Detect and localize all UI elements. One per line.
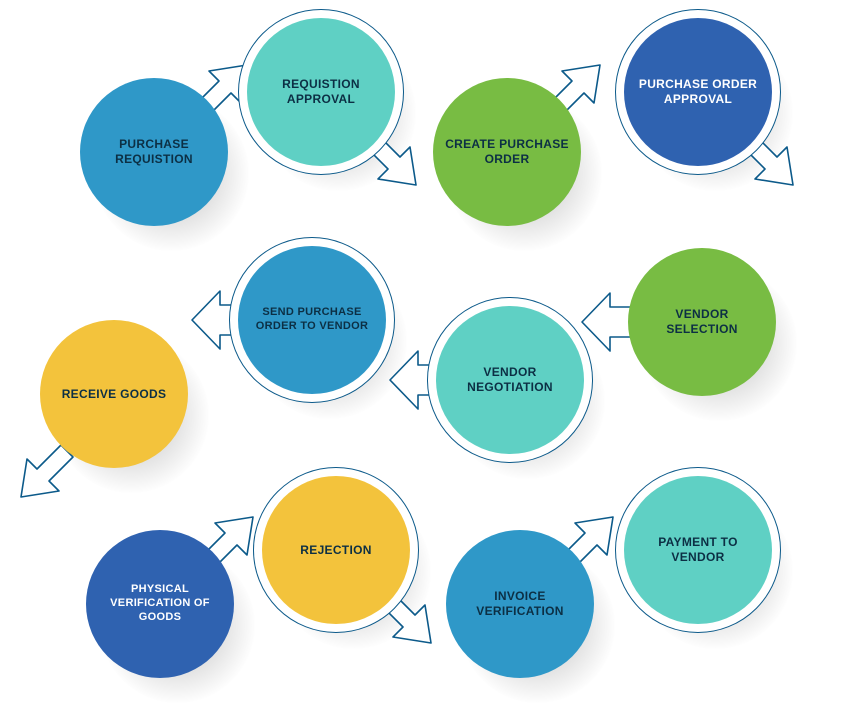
node-label: VENDOR SELECTION — [640, 307, 764, 337]
node-circle: RECEIVE GOODS — [40, 320, 188, 468]
node-circle: PHYSICAL VERIFICATION OF GOODS — [86, 530, 234, 678]
node-label: REQUISTION APPROVAL — [259, 77, 383, 107]
node-circle: SEND PURCHASE ORDER TO VENDOR — [238, 246, 386, 394]
node-payment-to-vendor: PAYMENT TO VENDOR — [624, 476, 772, 624]
node-purchase-requisition: PURCHASE REQUISTION — [80, 78, 228, 226]
node-rejection: REJECTION — [262, 476, 410, 624]
node-circle: PURCHASE REQUISTION — [80, 78, 228, 226]
node-receive-goods: RECEIVE GOODS — [40, 320, 188, 468]
node-label: CREATE PURCHASE ORDER — [445, 137, 569, 167]
node-create-purchase-order: CREATE PURCHASE ORDER — [433, 78, 581, 226]
node-circle: REQUISTION APPROVAL — [247, 18, 395, 166]
node-physical-verification: PHYSICAL VERIFICATION OF GOODS — [86, 530, 234, 678]
node-circle: INVOICE VERIFICATION — [446, 530, 594, 678]
node-circle: VENDOR SELECTION — [628, 248, 776, 396]
node-label: RECEIVE GOODS — [62, 387, 167, 402]
node-label: PHYSICAL VERIFICATION OF GOODS — [98, 583, 222, 624]
node-send-po-to-vendor: SEND PURCHASE ORDER TO VENDOR — [238, 246, 386, 394]
node-circle: CREATE PURCHASE ORDER — [433, 78, 581, 226]
node-label: PURCHASE ORDER APPROVAL — [636, 77, 760, 107]
node-circle: VENDOR NEGOTIATION — [436, 306, 584, 454]
node-invoice-verification: INVOICE VERIFICATION — [446, 530, 594, 678]
node-circle: PURCHASE ORDER APPROVAL — [624, 18, 772, 166]
node-label: VENDOR NEGOTIATION — [448, 365, 572, 395]
node-circle: REJECTION — [262, 476, 410, 624]
node-requisition-approval: REQUISTION APPROVAL — [247, 18, 395, 166]
node-vendor-selection: VENDOR SELECTION — [628, 248, 776, 396]
node-label: INVOICE VERIFICATION — [458, 589, 582, 619]
node-purchase-order-approval: PURCHASE ORDER APPROVAL — [624, 18, 772, 166]
node-vendor-negotiation: VENDOR NEGOTIATION — [436, 306, 584, 454]
node-label: PURCHASE REQUISTION — [92, 137, 216, 167]
node-circle: PAYMENT TO VENDOR — [624, 476, 772, 624]
node-label: PAYMENT TO VENDOR — [636, 535, 760, 565]
node-label: REJECTION — [300, 543, 371, 558]
node-label: SEND PURCHASE ORDER TO VENDOR — [250, 306, 374, 334]
